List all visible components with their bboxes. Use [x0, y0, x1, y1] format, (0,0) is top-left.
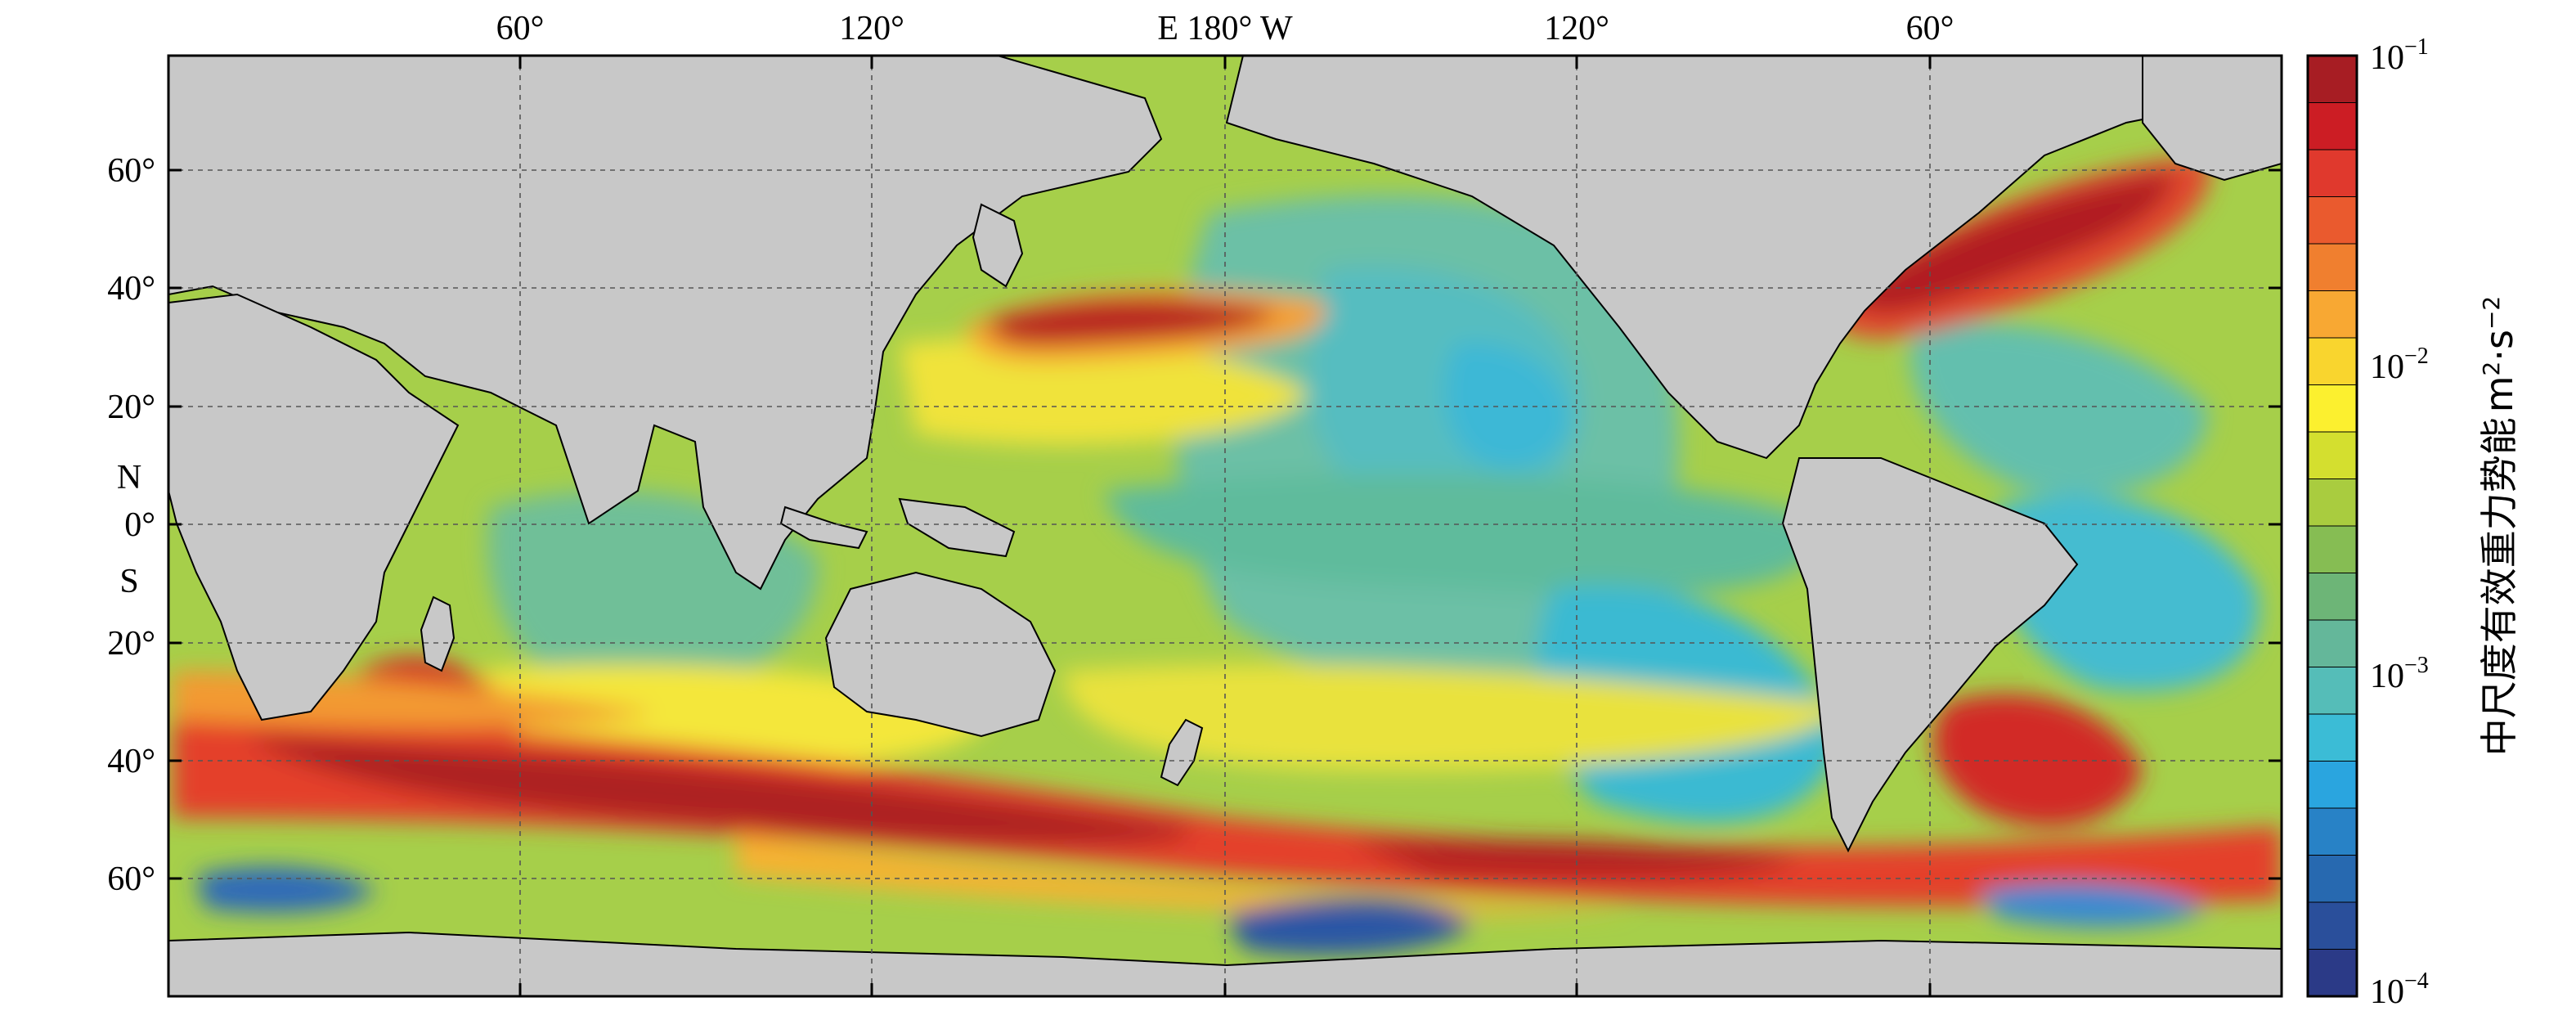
- lat-label-20n: 20°: [107, 389, 155, 426]
- colorbar-segment: [2308, 56, 2357, 103]
- colorbar-title: 中尺度有效重力势能m2·s−2: [2477, 296, 2521, 757]
- colorbar-segment: [2308, 949, 2357, 997]
- colorbar-tick-1e-2: 10−2: [2370, 344, 2429, 386]
- colorbar-tick-1e-1: 10−1: [2370, 34, 2429, 77]
- colorbar-segment: [2308, 479, 2357, 527]
- lon-label-180: E 180° W: [1157, 10, 1293, 47]
- map-frame: [167, 54, 2283, 998]
- colorbar-tick-1e-3: 10−3: [2370, 653, 2429, 695]
- colorbar: [2308, 56, 2357, 997]
- svg-text:中尺度有效重力势能m2·s−2: 中尺度有效重力势能m2·s−2: [2477, 296, 2521, 757]
- colorbar-segment: [2308, 432, 2357, 479]
- colorbar-frame: [2306, 54, 2358, 998]
- colorbar-segment: [2308, 620, 2357, 667]
- colorbar-segment: [2308, 290, 2357, 339]
- lat-label-60s: 60°: [107, 860, 155, 898]
- colorbar-segment: [2308, 244, 2357, 291]
- colorbar-segment: [2308, 196, 2357, 245]
- latitude-labels: 60° 40° 20° N 0° S 20° 40° 60°: [107, 152, 155, 898]
- lon-label-60e: 60°: [496, 10, 545, 47]
- land-masses: [168, 56, 2282, 996]
- lat-label-n: N: [117, 459, 141, 497]
- colorbar-segment: [2308, 526, 2357, 573]
- lat-label-40n: 40°: [107, 270, 155, 308]
- colorbar-segment: [2308, 714, 2357, 762]
- colorbar-tick-labels: 10−1 10−2 10−3 10−4: [2370, 34, 2429, 1011]
- colorbar-segment: [2308, 808, 2357, 856]
- colorbar-segment: [2308, 384, 2357, 433]
- lon-label-120e: 120°: [839, 10, 904, 47]
- graticule: [168, 56, 2282, 996]
- lat-label-20s: 20°: [107, 625, 155, 663]
- lat-label-s: S: [119, 563, 138, 600]
- colorbar-segment: [2308, 338, 2357, 385]
- lon-label-120w: 120°: [1544, 10, 1609, 47]
- lat-label-60n: 60°: [107, 152, 155, 190]
- colorbar-segment: [2308, 855, 2357, 903]
- colorbar-segment: [2308, 573, 2357, 621]
- longitude-labels: 60° 120° E 180° W 120° 60°: [496, 10, 1954, 47]
- colorbar-segment: [2308, 102, 2357, 151]
- colorbar-segment: [2308, 761, 2357, 809]
- colorbar-segment: [2308, 667, 2357, 715]
- lat-label-40s: 40°: [107, 743, 155, 780]
- lat-label-0: 0°: [124, 506, 155, 544]
- colorbar-segment: [2308, 150, 2357, 197]
- colorbar-segment: [2308, 902, 2357, 950]
- lon-label-60w: 60°: [1906, 10, 1954, 47]
- colorbar-tick-1e-4: 10−4: [2370, 968, 2429, 1011]
